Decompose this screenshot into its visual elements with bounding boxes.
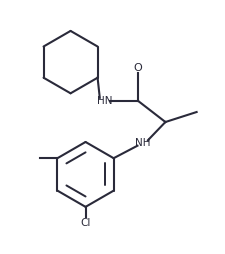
- Text: O: O: [133, 63, 142, 73]
- Text: Cl: Cl: [80, 218, 90, 228]
- Text: NH: NH: [135, 138, 150, 148]
- Text: HN: HN: [96, 96, 112, 106]
